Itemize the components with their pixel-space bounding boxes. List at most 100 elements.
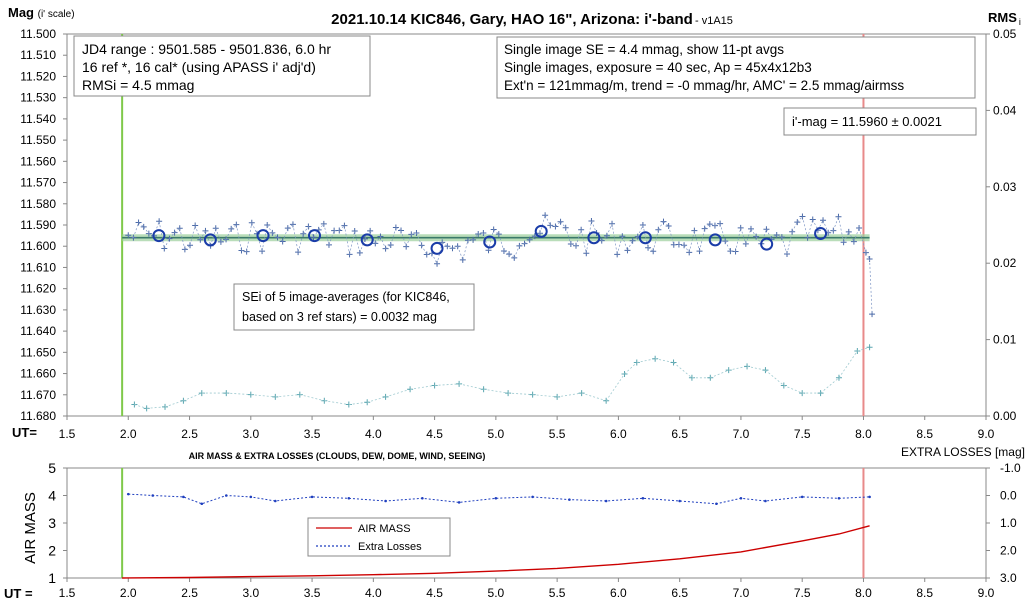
- bottom-x-tick-label: 8.5: [916, 586, 933, 600]
- image-point: [784, 250, 791, 257]
- image-segment: [174, 228, 180, 233]
- image-segment: [663, 221, 669, 227]
- image-point: [161, 245, 168, 252]
- image-segment: [205, 230, 211, 246]
- y-tick-label: 11.530: [20, 91, 56, 105]
- extra-losses-point: [764, 499, 767, 503]
- image-segment: [390, 227, 397, 246]
- image-point: [552, 223, 559, 230]
- image-segment: [411, 232, 417, 235]
- image-segment: [375, 236, 381, 244]
- image-point: [598, 237, 605, 244]
- image-segment: [272, 232, 278, 238]
- bottom-x-tick-label: 2.5: [181, 586, 198, 600]
- image-segment: [832, 216, 839, 231]
- image-segment: [529, 235, 536, 241]
- average-point: [203, 233, 217, 247]
- extra-losses-point: [384, 499, 387, 503]
- x-tick-label: 4.0: [365, 427, 382, 441]
- rms-segment: [710, 369, 729, 379]
- rms-segment: [367, 396, 386, 403]
- x-tick-label: 1.5: [59, 427, 76, 441]
- image-point: [362, 235, 369, 242]
- y-tick-label: 11.570: [20, 176, 56, 190]
- average-point: [256, 229, 270, 243]
- extra-losses-point: [126, 492, 130, 496]
- bottom-y-axis-label: AIR MASS: [22, 492, 39, 564]
- average-point: [360, 233, 374, 247]
- y-tick-label: 11.660: [20, 367, 56, 381]
- image-segment: [776, 234, 782, 238]
- image-segment: [853, 227, 860, 242]
- image-segment: [457, 246, 464, 260]
- image-segment: [225, 228, 232, 240]
- image-point: [722, 238, 729, 245]
- image-segment: [488, 229, 495, 251]
- bottom-x-tick-label: 7.5: [794, 586, 811, 600]
- bottom-x-tick-label: 8.0: [855, 586, 872, 600]
- image-point: [542, 212, 549, 219]
- image-point: [789, 228, 796, 235]
- image-point: [259, 248, 266, 255]
- image-point: [228, 225, 235, 232]
- image-segment: [421, 245, 428, 255]
- image-segment: [297, 233, 304, 253]
- rms-segment: [299, 394, 325, 402]
- image-point: [284, 225, 291, 232]
- bottom-y2-tick-label: 0.0: [1000, 489, 1017, 503]
- image-segment: [251, 222, 258, 234]
- y-tick-label: 11.680: [20, 409, 56, 423]
- rms-segment: [746, 365, 766, 371]
- image-segment: [828, 230, 834, 234]
- image-point: [295, 249, 302, 256]
- image-segment: [339, 225, 345, 231]
- bottom-x-tick-label: 4.5: [426, 586, 443, 600]
- top-x-axis-label: UT=: [12, 425, 37, 440]
- image-point: [264, 222, 271, 229]
- image-point: [356, 249, 363, 256]
- rms-segment: [459, 383, 484, 390]
- image-segment: [848, 231, 855, 242]
- image-segment: [143, 226, 150, 234]
- y-tick-label: 11.540: [20, 112, 56, 126]
- average-point: [760, 237, 774, 251]
- rms-segment: [581, 392, 607, 402]
- x-tick-label: 5.0: [488, 427, 505, 441]
- image-segment: [483, 232, 489, 251]
- image-segment: [714, 223, 721, 226]
- image-segment: [781, 237, 788, 255]
- image-segment: [441, 242, 448, 247]
- image-segment: [719, 223, 726, 242]
- image-segment: [513, 245, 520, 259]
- image-point: [145, 230, 152, 237]
- image-segment: [344, 225, 350, 255]
- image-segment: [519, 243, 525, 247]
- image-segment: [611, 223, 618, 255]
- image-segment: [838, 216, 844, 243]
- image-point: [639, 222, 646, 229]
- x-tick-label: 2.5: [181, 427, 198, 441]
- rms-segment: [385, 388, 411, 398]
- y-tick-label: 11.590: [20, 218, 56, 232]
- info-box-settings: [496, 36, 976, 99]
- x-tick-label: 2.0: [120, 427, 137, 441]
- y2-axis-label: RMS i: [988, 10, 1021, 27]
- rms-segment: [134, 404, 147, 409]
- bottom-chart: AIR MASS & EXTRA LOSSES (CLOUDS, DEW, DO…: [4, 445, 1025, 601]
- image-segment: [153, 221, 160, 236]
- extra-losses-point: [274, 499, 277, 503]
- x-tick-label: 4.5: [426, 427, 443, 441]
- rms-point: [131, 401, 138, 408]
- rms-segment: [728, 365, 748, 371]
- image-point: [562, 224, 569, 231]
- extra-losses-point: [568, 498, 571, 501]
- image-segment: [621, 236, 628, 251]
- bottom-y2-tick-label: 3.0: [1000, 571, 1017, 585]
- image-segment: [688, 230, 695, 253]
- info-box-range-line1: JD4 range : 9501.585 - 9501.836, 6.0 hr: [82, 41, 331, 57]
- extra-losses-point: [200, 502, 204, 506]
- top-chart: 2021.10.14 KIC846, Gary, HAO 16", Arizon…: [8, 5, 1021, 441]
- info-box-settings-line3: Ext'n = 121mmag/m, trend = -0 mmag/hr, A…: [504, 78, 904, 93]
- image-segment: [766, 229, 772, 240]
- image-segment: [555, 221, 561, 227]
